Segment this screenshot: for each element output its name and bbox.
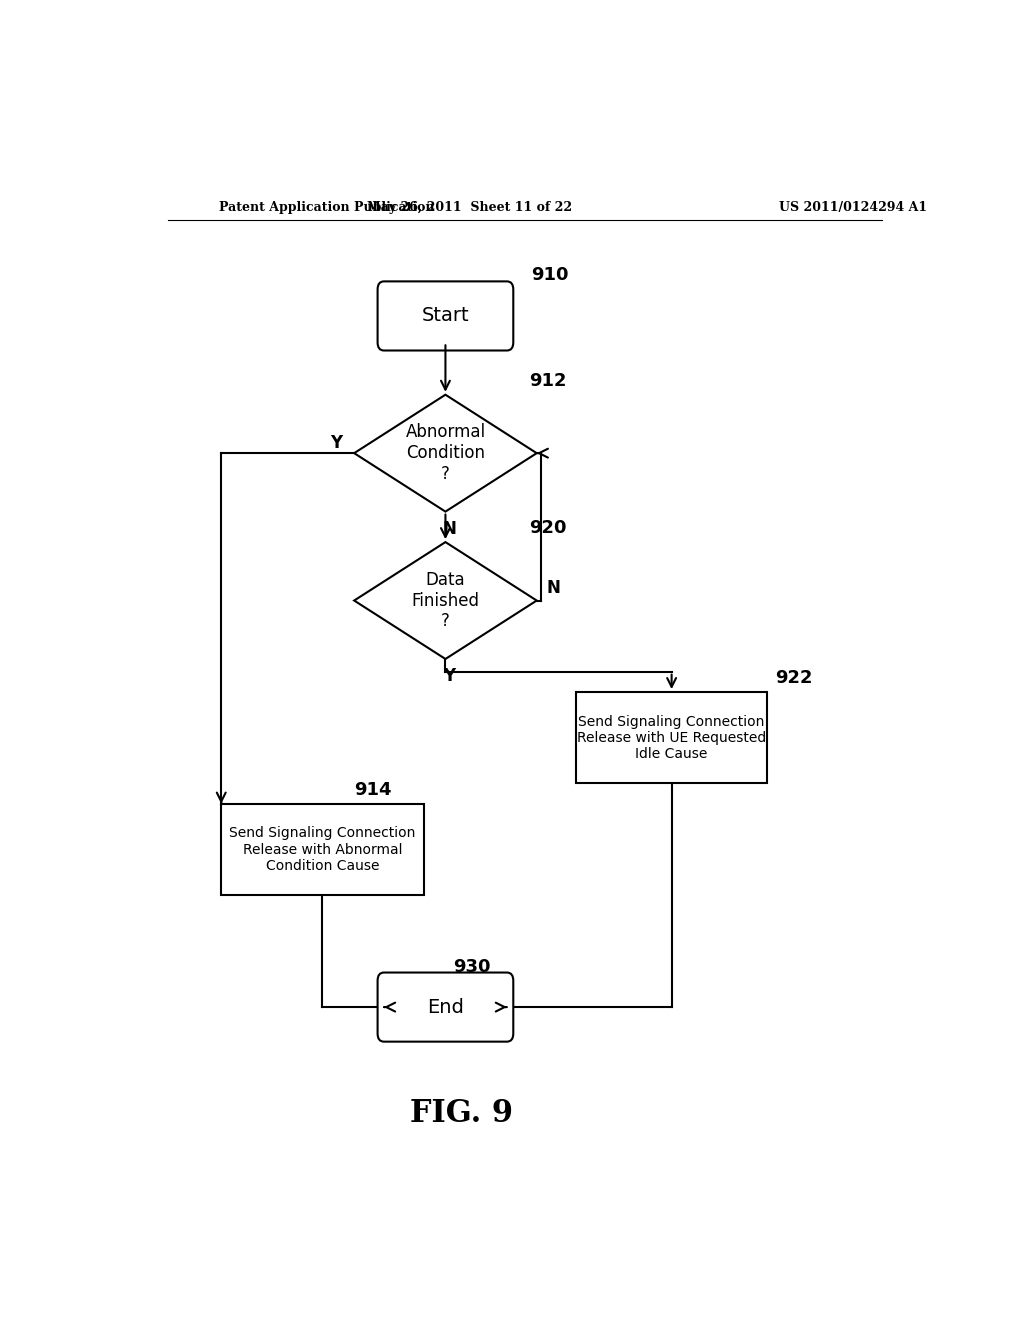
FancyBboxPatch shape	[378, 281, 513, 351]
Text: May 26, 2011  Sheet 11 of 22: May 26, 2011 Sheet 11 of 22	[367, 201, 571, 214]
Text: 920: 920	[528, 519, 566, 537]
Text: N: N	[442, 520, 457, 537]
Text: Y: Y	[330, 434, 342, 451]
Text: US 2011/0124294 A1: US 2011/0124294 A1	[778, 201, 927, 214]
Text: Data
Finished
?: Data Finished ?	[412, 570, 479, 631]
Text: Y: Y	[443, 667, 456, 685]
Polygon shape	[354, 395, 537, 512]
Text: Abnormal
Condition
?: Abnormal Condition ?	[406, 424, 485, 483]
FancyBboxPatch shape	[378, 973, 513, 1041]
Text: 930: 930	[454, 957, 490, 975]
Text: Send Signaling Connection
Release with Abnormal
Condition Cause: Send Signaling Connection Release with A…	[229, 826, 416, 873]
Text: End: End	[427, 998, 464, 1016]
Text: 922: 922	[775, 669, 812, 686]
Text: 910: 910	[530, 267, 568, 284]
Text: Send Signaling Connection
Release with UE Requested
Idle Cause: Send Signaling Connection Release with U…	[577, 714, 766, 760]
Text: 914: 914	[354, 780, 391, 799]
Text: N: N	[546, 579, 560, 598]
Text: Patent Application Publication: Patent Application Publication	[219, 201, 435, 214]
Bar	[577, 692, 767, 784]
Polygon shape	[354, 543, 537, 659]
Bar	[221, 804, 424, 895]
Text: FIG. 9: FIG. 9	[410, 1098, 513, 1130]
Text: Start: Start	[422, 306, 469, 326]
Text: 912: 912	[528, 372, 566, 389]
